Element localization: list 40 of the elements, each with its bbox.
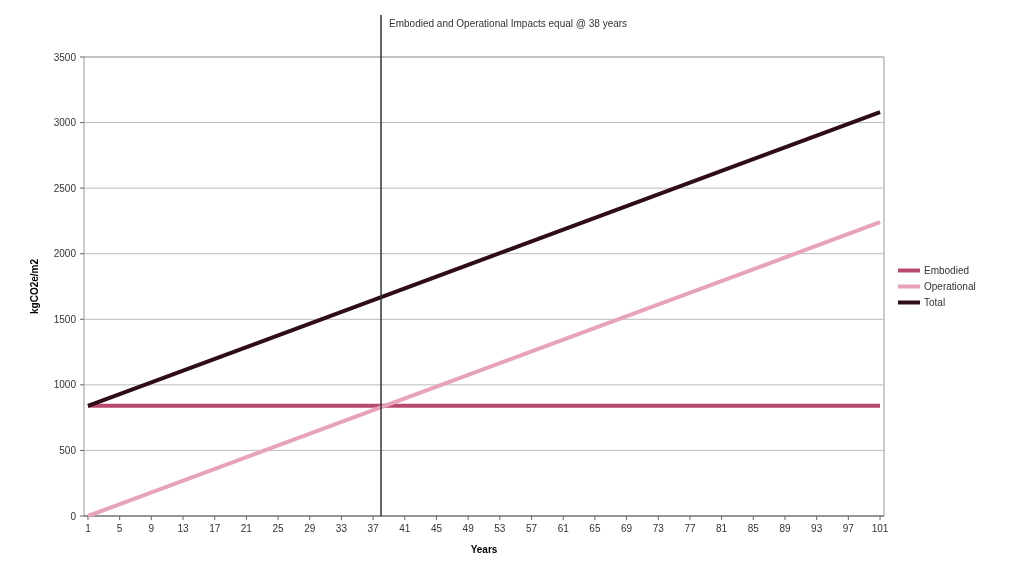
x-tick-label: 85 xyxy=(747,523,760,534)
x-tick-label: 101 xyxy=(871,523,889,534)
x-tick-label: 9 xyxy=(148,523,155,534)
x-tick-label: 49 xyxy=(462,523,475,534)
x-tick-label: 33 xyxy=(335,523,348,534)
y-tick-label: 0 xyxy=(70,510,77,522)
x-tick-label: 17 xyxy=(209,523,221,534)
y-tick-label: 1500 xyxy=(53,313,77,325)
x-tick-label: 81 xyxy=(716,523,728,534)
x-axis-title: Years xyxy=(470,544,498,555)
x-tick-label: 13 xyxy=(177,523,190,534)
y-tick-label: 500 xyxy=(59,444,77,456)
y-tick-label: 1000 xyxy=(53,379,77,391)
x-tick-label: 97 xyxy=(842,523,855,534)
x-tick-label: 93 xyxy=(811,523,823,534)
x-tick-label: 1 xyxy=(85,523,92,534)
x-tick-label: 21 xyxy=(240,523,253,534)
x-tick-label: 61 xyxy=(557,523,570,534)
y-tick-label: 3500 xyxy=(53,51,77,63)
x-tick-label: 53 xyxy=(494,523,506,534)
x-tick-label: 37 xyxy=(367,523,380,534)
y-axis-title: kgCO2e/m2 xyxy=(29,258,40,315)
x-tick-label: 29 xyxy=(304,523,316,534)
x-tick-label: 89 xyxy=(779,523,791,534)
x-tick-label: 25 xyxy=(272,523,285,534)
x-tick-label: 73 xyxy=(652,523,665,534)
x-tick-label: 65 xyxy=(589,523,601,534)
y-tick-label: 2000 xyxy=(53,248,77,260)
y-tick-label: 3000 xyxy=(53,117,77,129)
x-tick-label: 5 xyxy=(116,523,123,534)
x-tick-label: 57 xyxy=(525,523,538,534)
x-tick-label: 69 xyxy=(621,523,633,534)
ref-line-label: Embodied and Operational Impacts equal @ 38 years xyxy=(389,18,628,29)
legend-label: Embodied xyxy=(924,265,970,276)
legend-label: Total xyxy=(924,297,946,308)
x-tick-label: 45 xyxy=(430,523,443,534)
legend-label: Operational xyxy=(924,281,976,292)
x-tick-label: 41 xyxy=(399,523,411,534)
x-tick-label: 77 xyxy=(684,523,696,534)
y-tick-label: 2500 xyxy=(53,182,77,194)
